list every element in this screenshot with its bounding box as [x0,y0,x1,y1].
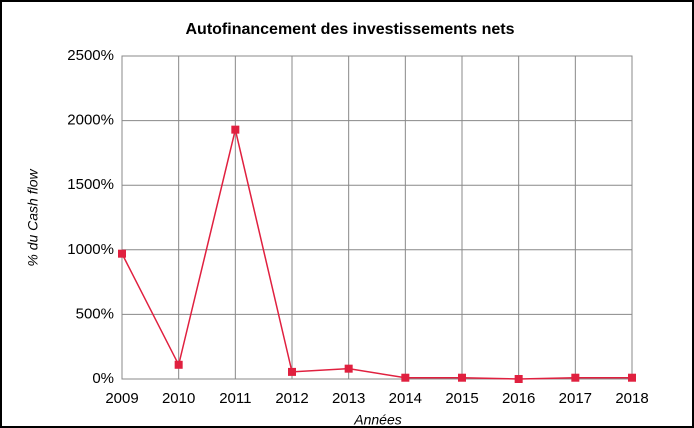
marker [231,125,240,134]
y-axis-label: % du Cash flow [25,168,41,266]
y-tick-label: 1500% [67,176,114,193]
y-tick-label: 500% [76,305,114,322]
line [121,129,632,380]
y-tick-label: 1000% [67,241,114,258]
y-tick-label: 0% [92,370,114,387]
x-tick-label: 2009 [105,390,138,407]
marker [628,373,636,382]
x-tick-label: 2017 [559,390,592,407]
marker [288,367,296,376]
y-tick-label: 2500% [67,47,114,64]
y-tick-label: 2000% [67,112,114,129]
x-axis-label: Années [353,412,401,428]
x-tick-label: 2010 [162,390,195,407]
marker [344,364,353,373]
plot-area [121,55,633,380]
x-tick-label: 2014 [389,390,422,407]
marker [458,373,466,382]
marker [174,360,183,369]
marker [571,373,580,382]
marker [401,373,410,382]
marker [118,249,126,258]
x-tick-label: 2018 [615,390,648,407]
x-tick-label: 2012 [275,390,308,407]
marker [514,375,523,383]
chart-title: Autofinancement des investissements nets [186,21,515,38]
x-tick-label: 2013 [332,390,365,407]
x-tick-label: 2015 [445,390,478,407]
x-tick-label: 2016 [502,390,535,407]
x-tick-label: 2011 [219,390,251,407]
